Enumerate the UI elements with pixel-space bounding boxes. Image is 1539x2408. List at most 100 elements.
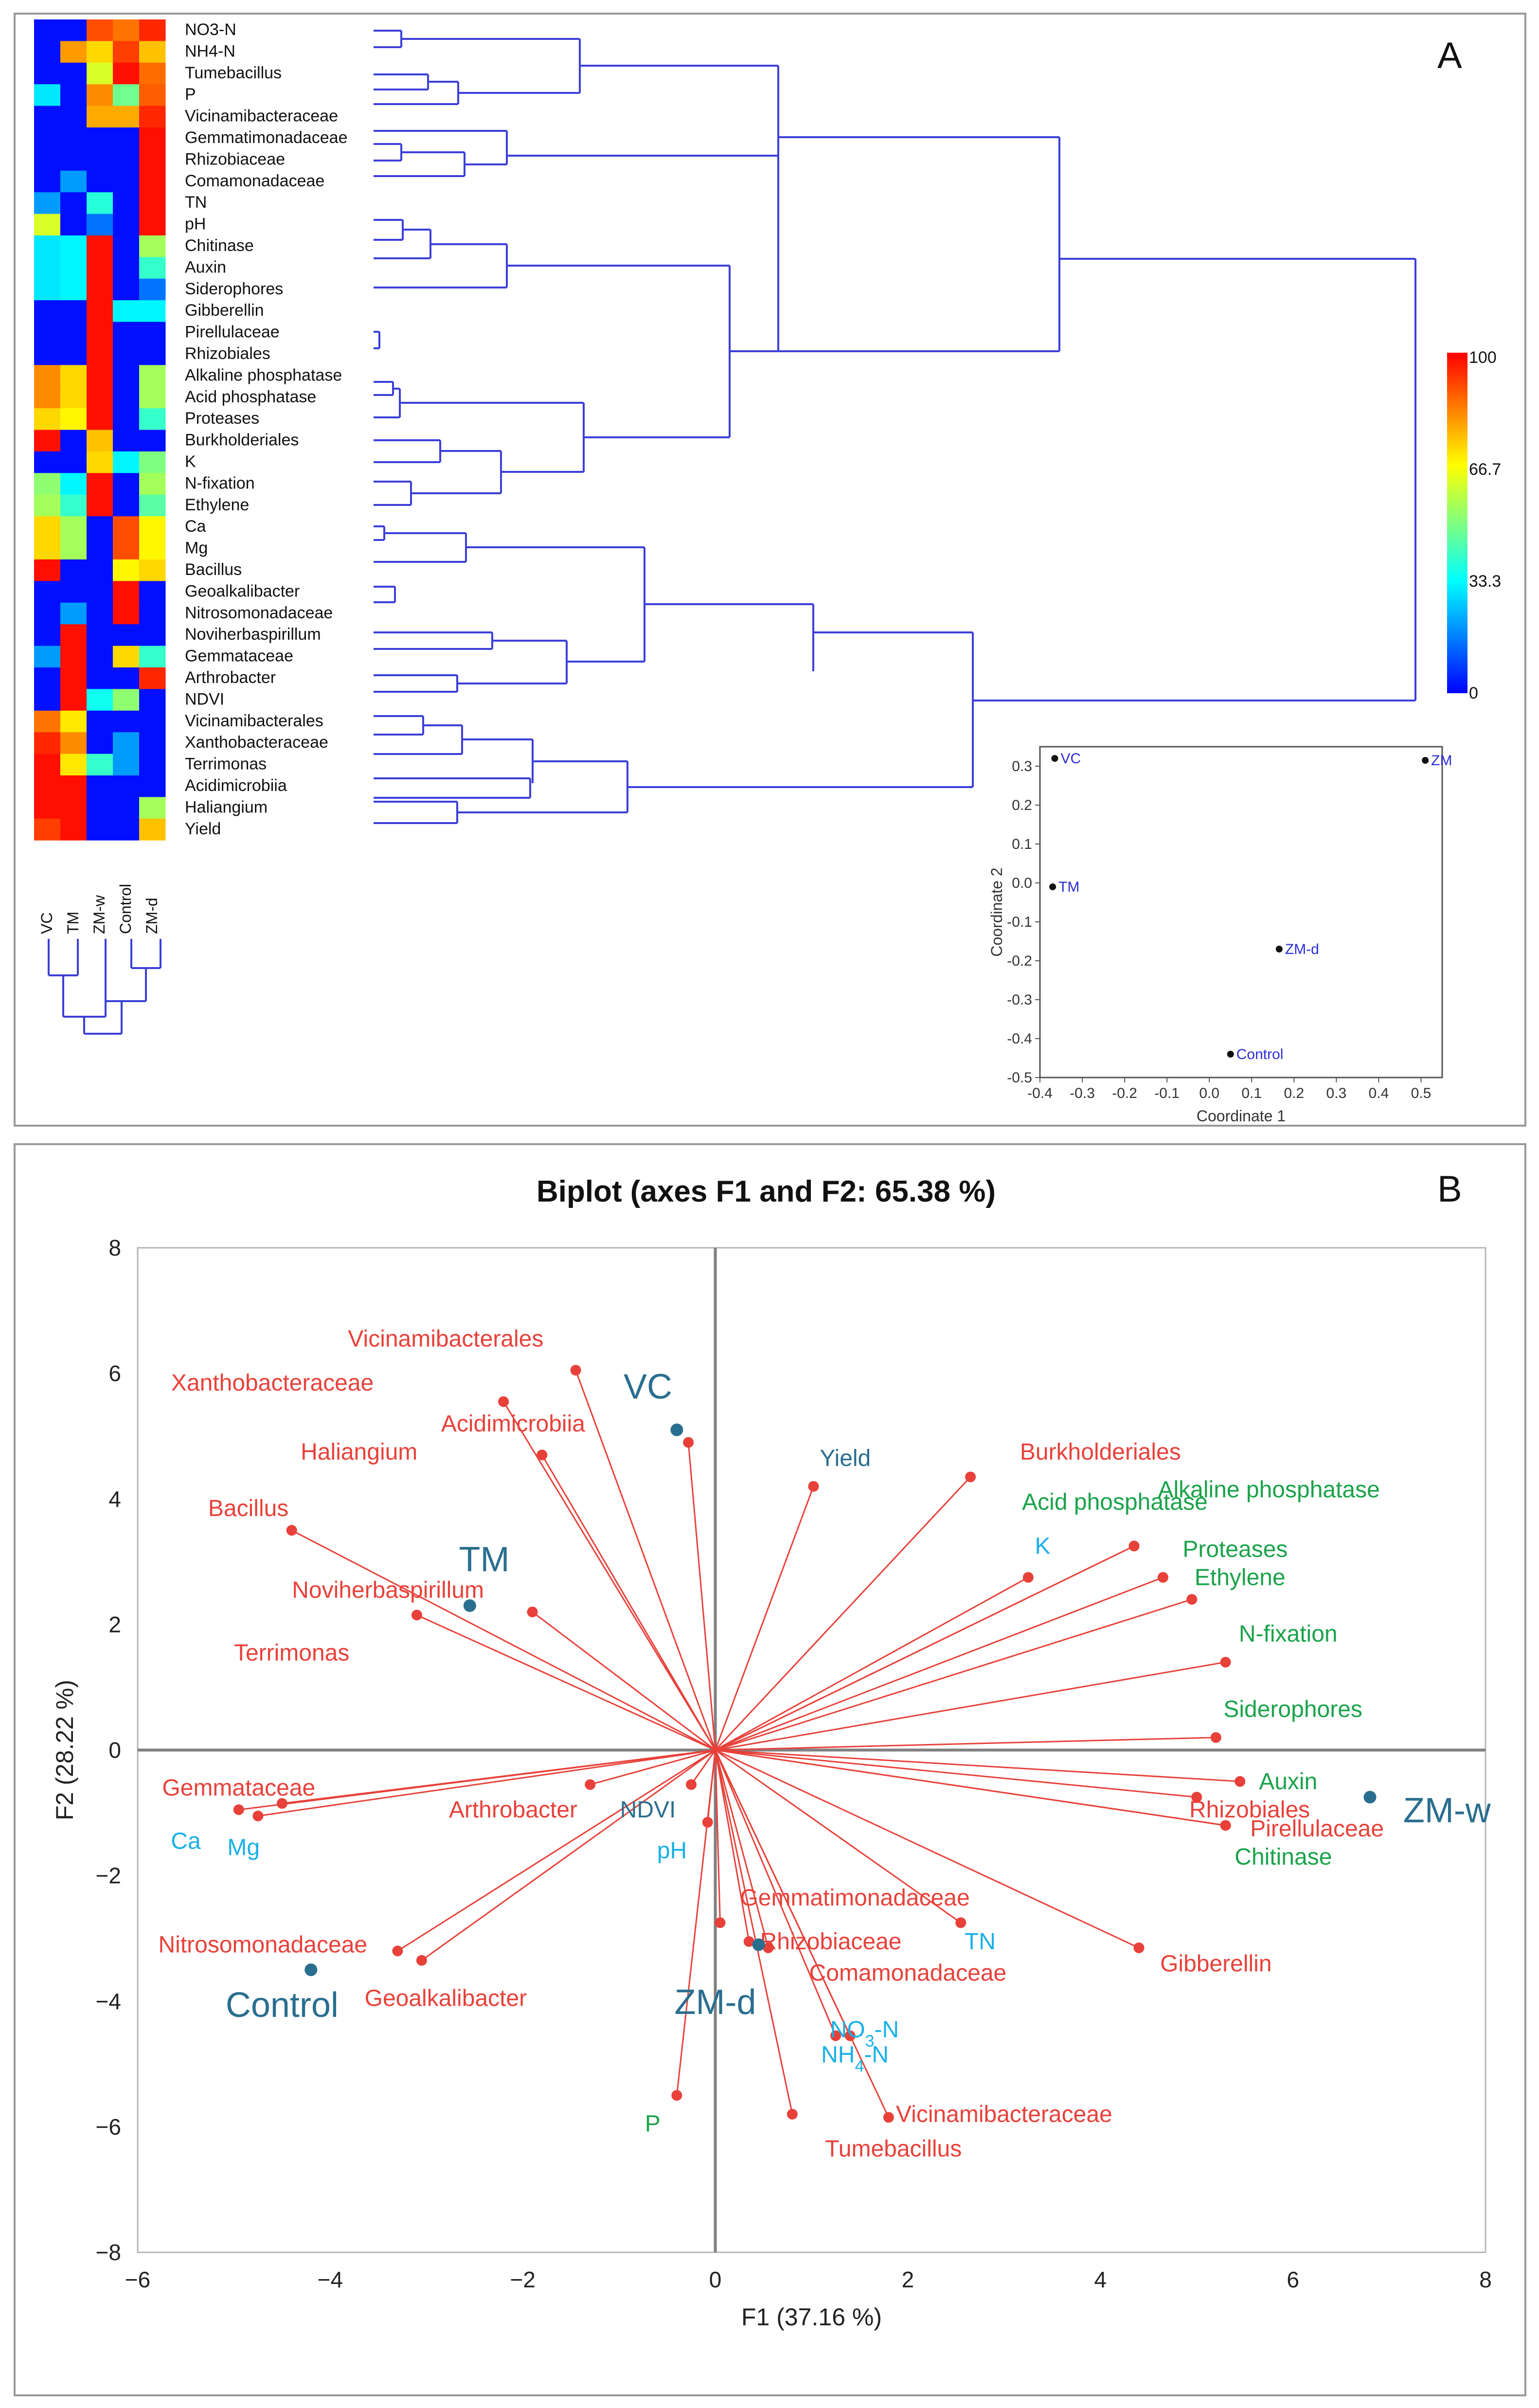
row-label: K — [185, 452, 196, 471]
heatmap-cell — [139, 451, 166, 473]
heatmap-cell — [87, 386, 113, 409]
inset-point — [1422, 757, 1429, 764]
loading-point — [743, 1936, 754, 1947]
row-label: Auxin — [185, 258, 226, 276]
variable-label: Acid phosphatase — [1022, 1490, 1208, 1515]
heatmap-cell — [139, 62, 166, 85]
y-tick-label: −6 — [96, 2114, 121, 2139]
row-label: Proteases — [185, 409, 259, 428]
heatmap-cell — [113, 257, 140, 279]
x-tick-label: −2 — [510, 2267, 535, 2292]
variable-label: Terrimonas — [234, 1640, 349, 1666]
inset-x-tick-label: -0.2 — [1112, 1085, 1137, 1101]
heatmap-cell — [60, 170, 87, 193]
heatmap-cell — [87, 257, 113, 279]
row-label: Burkholderiales — [185, 431, 299, 449]
heatmap-cell — [87, 430, 113, 452]
heatmap-cell — [60, 127, 87, 149]
observation-point — [304, 1963, 318, 1977]
heatmap-cell — [139, 322, 166, 344]
heatmap-cell — [34, 365, 61, 387]
row-label: Ethylene — [185, 496, 249, 514]
heatmap-cell — [113, 278, 140, 301]
heatmap-row-labels: NO3-N NH4-N Tumebacillus P Vicinamibacterace… — [185, 20, 348, 838]
loading-vector — [715, 1750, 750, 1942]
heatmap-cell — [113, 41, 140, 63]
row-label: NO3-N — [185, 20, 236, 39]
loading-point — [570, 1365, 581, 1376]
row-label: NH4-N — [185, 42, 235, 60]
loading-vector — [690, 1749, 716, 1785]
heatmap-cell — [113, 84, 140, 107]
inset-y-tick-label: -0.2 — [1007, 953, 1032, 969]
y-tick-label: 0 — [108, 1738, 121, 1763]
heatmap-cell — [139, 430, 166, 452]
heatmap-cell — [60, 408, 87, 431]
heatmap-cell — [87, 710, 113, 733]
heatmap-cell — [113, 214, 140, 236]
colorbar-tick-label: 0 — [1469, 684, 1478, 702]
row-label: Mg — [185, 539, 208, 557]
loading-point — [498, 1396, 509, 1407]
row-label: TN — [185, 193, 207, 212]
heatmap-cell — [34, 538, 61, 560]
y-tick-label: 4 — [108, 1486, 121, 1511]
heatmap-cell — [34, 818, 61, 841]
loading-point — [392, 1945, 403, 1957]
heatmap-cell — [60, 430, 87, 452]
heatmap-cell — [113, 602, 140, 625]
heatmap-cell — [34, 300, 61, 323]
heatmap-cell — [34, 62, 61, 85]
observation-point — [670, 1423, 683, 1437]
heatmap-cell — [139, 386, 166, 409]
heatmap-cell — [60, 235, 87, 257]
loading-vector — [590, 1749, 716, 1785]
heatmap-cell — [34, 84, 61, 107]
heatmap-cell — [34, 408, 61, 431]
heatmap-cell — [139, 494, 166, 517]
heatmap-cell — [113, 365, 140, 387]
heatmap-cell — [139, 516, 166, 539]
variable-label: Vicinamibacteraceae — [896, 2102, 1112, 2127]
variable-label: Geoalkalibacter — [365, 1985, 527, 2011]
heatmap-cell — [34, 19, 61, 41]
row-label: Acid phosphatase — [185, 388, 316, 406]
row-label: Siderophores — [185, 280, 283, 298]
inset-x-tick-label: -0.3 — [1070, 1085, 1095, 1101]
variable-label: Tumebacillus — [825, 2136, 962, 2162]
heatmap-cell — [87, 689, 113, 711]
variable-label: Xanthobacteraceae — [171, 1370, 374, 1396]
inset-y-tick-label: 0.2 — [1012, 797, 1032, 813]
y-axis-label: F2 (28.22 %) — [51, 1680, 78, 1820]
inset-x-tick-label: 0.1 — [1241, 1085, 1262, 1101]
heatmap-cell — [60, 106, 87, 128]
heatmap-cell — [87, 127, 113, 149]
heatmap-cell — [113, 127, 140, 149]
variable-label: Ethylene — [1195, 1565, 1286, 1591]
heatmap-cell — [139, 170, 166, 193]
loading-vector — [715, 1545, 1135, 1751]
inset-y-tick-label: 0.3 — [1012, 758, 1032, 774]
variable-label: Rhizobiaceae — [760, 1929, 902, 1955]
x-tick-label: 8 — [1479, 2267, 1492, 2292]
heatmap-cell — [113, 62, 140, 85]
heatmap-cell — [139, 127, 166, 149]
inset-x-tick-label: 0.5 — [1411, 1085, 1432, 1101]
heatmap-cell — [139, 710, 166, 733]
heatmap-cell — [87, 494, 113, 517]
variable-label: Burkholderiales — [1020, 1439, 1181, 1465]
variable-label: Noviherbaspirillum — [292, 1577, 484, 1603]
inset-point — [1049, 883, 1056, 890]
chart-title: Biplot (axes F1 and F2: 65.38 %) — [537, 1175, 996, 1208]
row-label: Rhizobiales — [185, 344, 270, 363]
inset-y-axis-label: Coordinate 2 — [988, 867, 1005, 956]
inset-point — [1227, 1051, 1234, 1058]
heatmap-cell — [34, 732, 61, 755]
heatmap-cell — [60, 300, 87, 323]
heatmap-cell — [87, 214, 113, 236]
heatmap-cell — [34, 754, 61, 776]
heatmap-cell — [60, 84, 87, 107]
heatmap-cell — [113, 775, 140, 797]
row-label: P — [185, 85, 196, 104]
